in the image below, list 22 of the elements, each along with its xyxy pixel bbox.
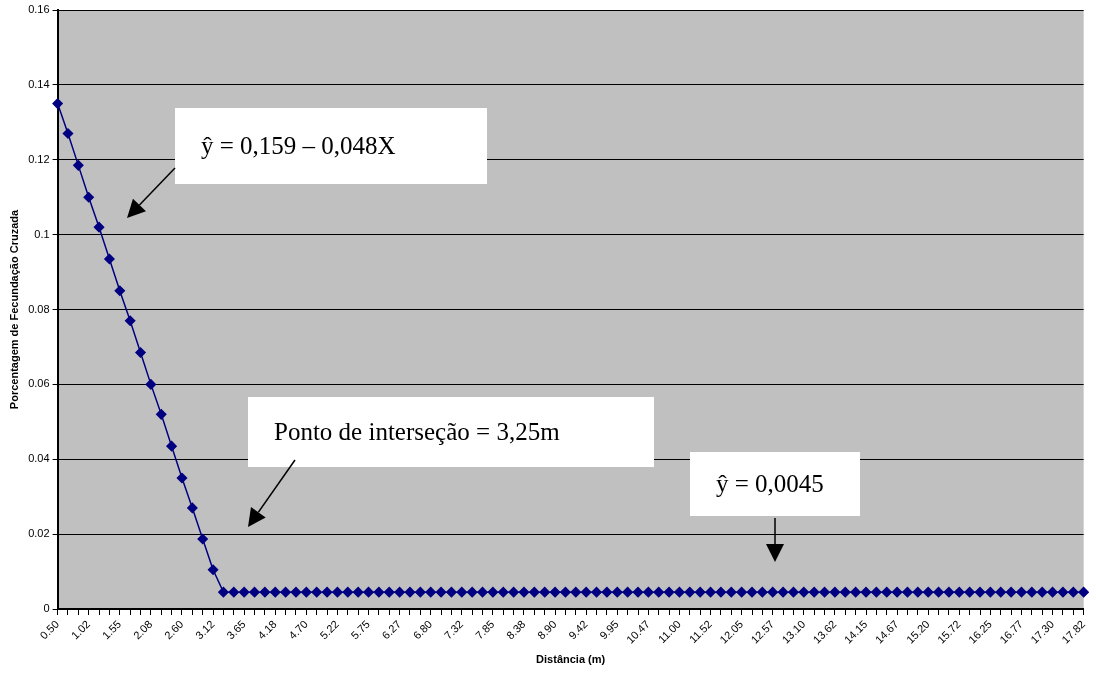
x-tick-label: 8.90 [535,617,559,642]
annotation: ŷ = 0,0045 [716,470,824,498]
y-tick-label: 0 [43,602,50,615]
callout-box: ŷ = 0,0045 [690,452,860,516]
y-tick-label: 0.06 [28,377,50,390]
callout-box: ŷ = 0,159 – 0,048X [175,108,487,184]
annotation: Ponto de interseção = 3,25m [274,418,560,446]
y-tick-label: 0.12 [28,152,50,165]
y-tick-label: 0.02 [28,527,50,540]
x-tick-label: 7.32 [441,617,466,642]
x-tick-label: 6.80 [410,617,435,642]
x-axis-title: Distância (m) [536,653,606,666]
y-tick-label: 0.16 [28,3,50,16]
y-tick-label: 0.04 [28,452,50,465]
annotation: ŷ = 0,159 – 0,048X [201,132,396,160]
callout-box: Ponto de interseção = 3,25m [248,397,654,467]
y-tick-label: 0.08 [28,302,50,315]
y-tick-label: 0.1 [34,227,50,240]
x-tick-label: 0.50 [37,617,62,642]
x-tick-label: 4.70 [286,617,310,642]
y-axis-title: Porcentagem de Fecundação Cruzada [7,208,20,410]
y-tick-label: 0.14 [28,77,50,90]
